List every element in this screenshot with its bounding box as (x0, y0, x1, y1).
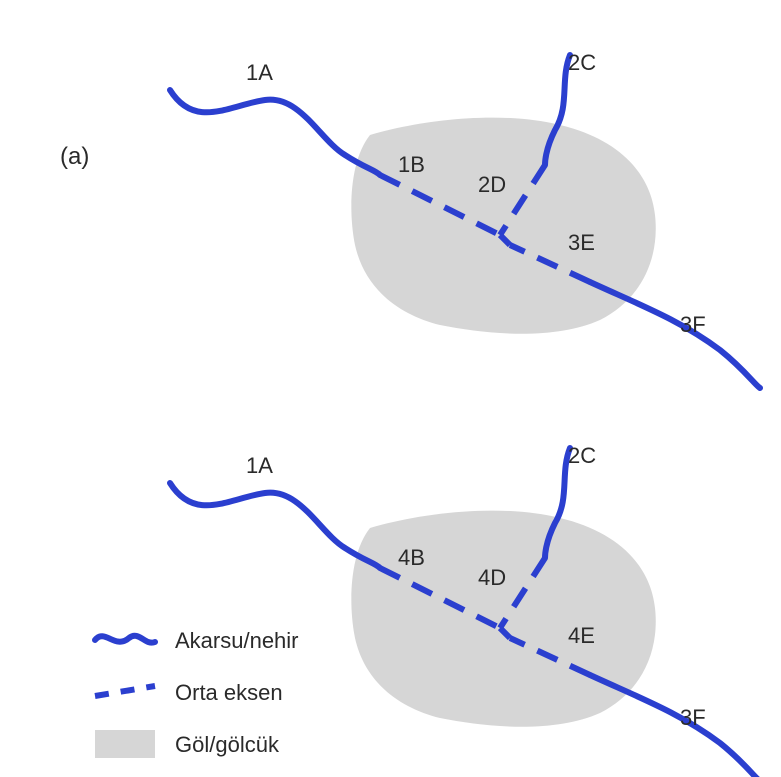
legend-item-axis: Orta eksen (95, 680, 283, 705)
stream-left (170, 90, 380, 175)
panel-b-graphic: 1A 2C 4B 4D 4E 3F (170, 443, 760, 777)
legend-lake-icon (95, 730, 155, 758)
label-2C: 2C (568, 443, 596, 468)
label-1B: 1B (398, 152, 425, 177)
legend-stream-label: Akarsu/nehir (175, 628, 299, 653)
label-3F: 3F (680, 312, 706, 337)
label-4D: 4D (478, 565, 506, 590)
panel-a-label: (a) (60, 143, 89, 170)
label-1A: 1A (246, 60, 273, 85)
panel-b: (b) 1A 2C 4B 4D 4E 3F (60, 443, 760, 777)
label-2D: 2D (478, 172, 506, 197)
legend-item-stream: Akarsu/nehir (95, 628, 299, 653)
legend-item-lake: Göl/gölcük (95, 730, 280, 758)
stream-left (170, 483, 380, 568)
label-3E: 3E (568, 230, 595, 255)
label-1A: 1A (246, 453, 273, 478)
diagram-canvas: (a) 1A 2C 1B 2D 3E 3F (b) (0, 0, 781, 777)
panel-a-graphic: 1A 2C 1B 2D 3E 3F (170, 50, 760, 388)
label-4B: 4B (398, 545, 425, 570)
panel-a: (a) 1A 2C 1B 2D 3E 3F (60, 50, 760, 388)
label-4E: 4E (568, 623, 595, 648)
legend-axis-icon (95, 686, 155, 696)
legend: Akarsu/nehir Orta eksen Göl/gölcük (95, 628, 299, 758)
label-3F: 3F (680, 705, 706, 730)
legend-stream-icon (95, 636, 155, 643)
legend-axis-label: Orta eksen (175, 680, 283, 705)
label-2C: 2C (568, 50, 596, 75)
legend-lake-label: Göl/gölcük (175, 732, 280, 757)
